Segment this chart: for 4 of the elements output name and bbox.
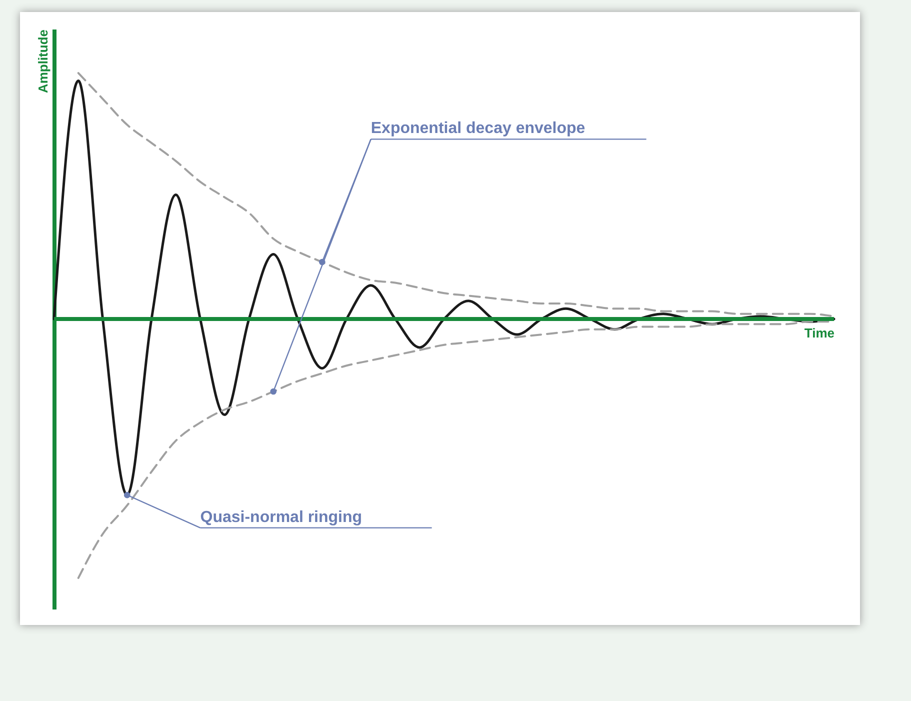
annotation: Exponential decay envelope [370,120,586,138]
annotation: Quasi-normal ringing [200,508,362,526]
y-axis-title: Amplitude [36,30,50,94]
x-axis-title: Time [804,326,834,340]
